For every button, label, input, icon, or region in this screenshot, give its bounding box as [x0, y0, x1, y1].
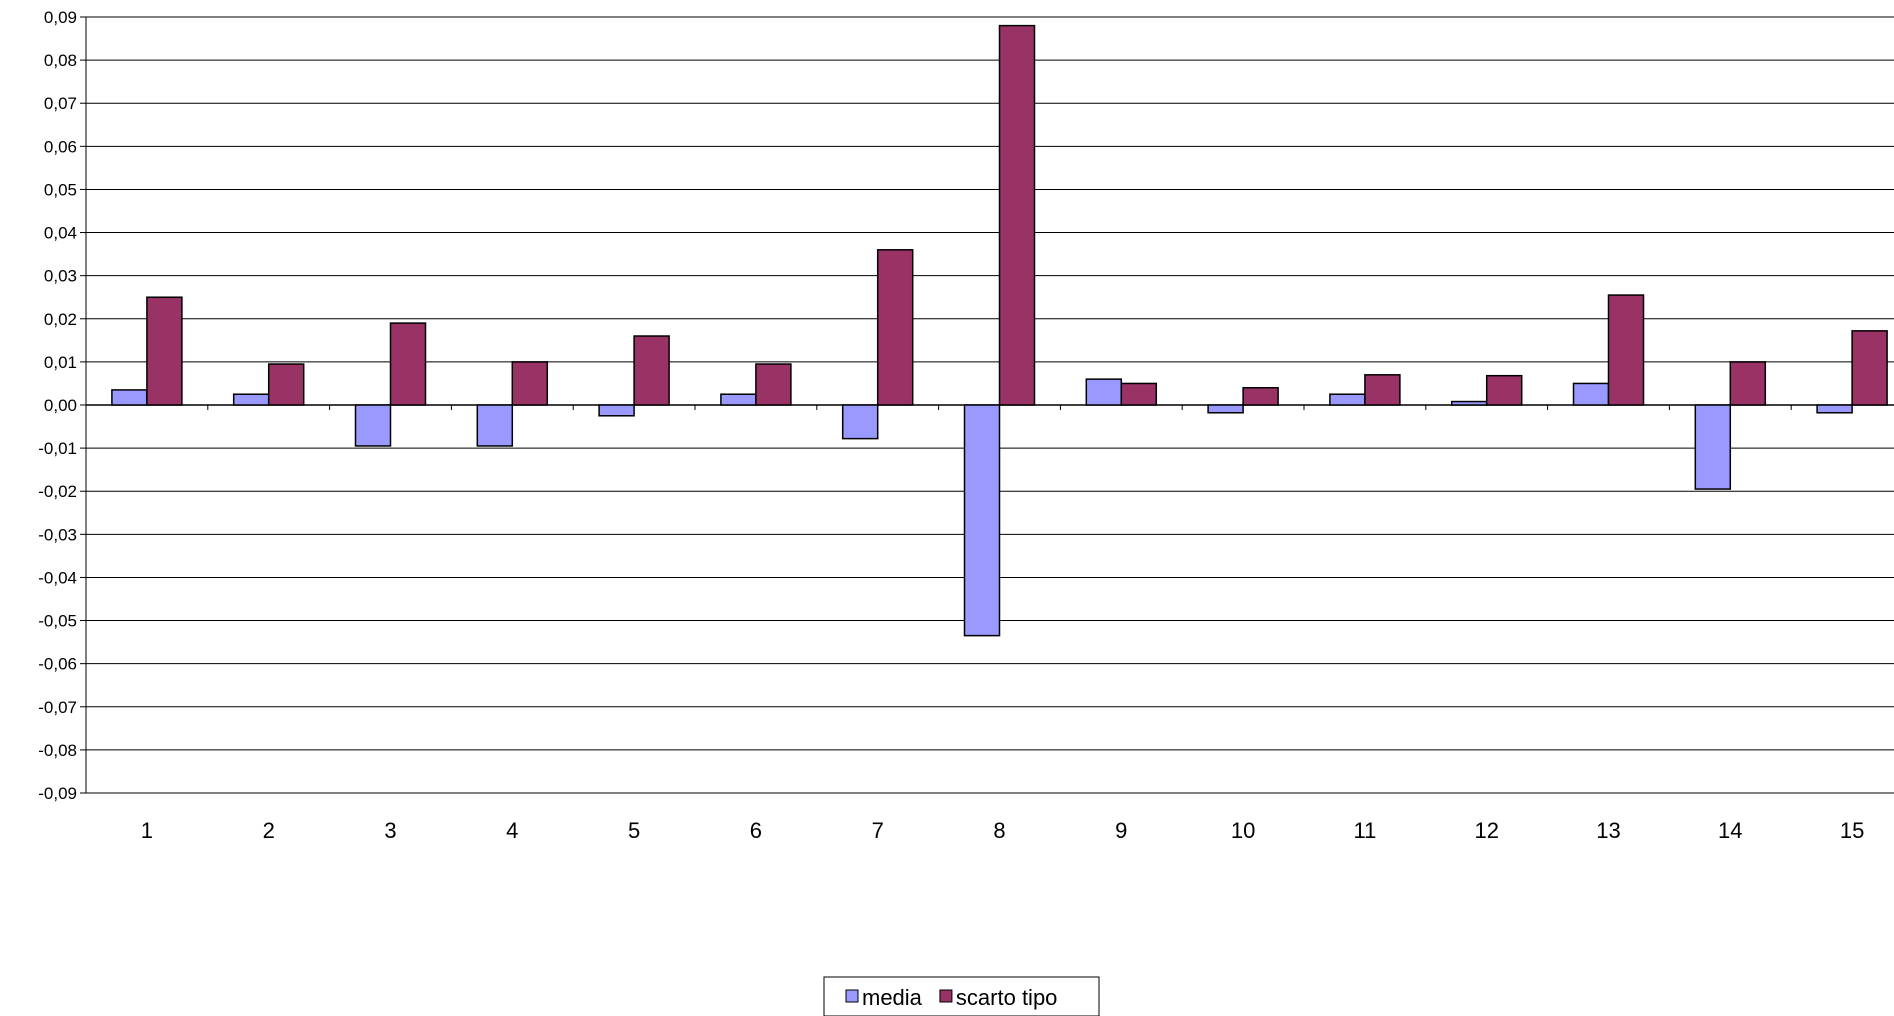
y-tick-label: -0,03	[38, 525, 77, 544]
x-tick-label: 9	[1115, 818, 1127, 843]
bar-media-12	[1450, 400, 1488, 406]
bar-media-7	[841, 404, 879, 440]
y-tick-label: 0,05	[44, 180, 77, 199]
bar-media-14	[1694, 404, 1732, 490]
bar-scarto-tipo-8	[998, 24, 1036, 406]
y-tick-label: -0,08	[38, 741, 77, 760]
y-tick-label: 0,01	[44, 353, 77, 372]
bar-media-9	[1085, 378, 1123, 406]
bar-scarto-tipo-1	[146, 296, 183, 406]
x-tick-label: 13	[1596, 818, 1620, 843]
legend-swatch-scarto-tipo	[939, 989, 953, 1003]
x-tick-labels: 1 2 3 4 5 6 7 8 9 10 11 12 13 14 15	[141, 818, 1865, 843]
x-tick-label: 4	[506, 818, 518, 843]
bar-media-4	[476, 404, 514, 447]
y-tick-label: 0,06	[44, 137, 77, 156]
x-tick-label: 11	[1353, 818, 1376, 843]
y-tick-label: 0,02	[44, 310, 77, 329]
x-tick-label: 5	[628, 818, 640, 843]
y-tick-label: 0,09	[44, 8, 77, 27]
y-tick-label: 0,07	[44, 94, 77, 113]
x-tick-label: 3	[384, 818, 396, 843]
x-tick-label: 2	[263, 818, 275, 843]
bar-media-3	[354, 404, 392, 447]
x-tick-label: 8	[993, 818, 1005, 843]
bar-media-1	[111, 389, 148, 406]
bar-media-5	[598, 404, 635, 417]
x-tick-label: 15	[1840, 818, 1864, 843]
bar-media-10	[1207, 404, 1244, 414]
y-tick-labels: 0,09 0,08 0,07 0,06 0,05 0,04 0,03 0,02 0,01 0,00…	[38, 8, 77, 803]
bar-scarto-tipo-14	[1729, 361, 1767, 406]
bar-scarto-tipo-13	[1607, 294, 1645, 406]
legend-label-scarto-tipo: scarto tipo	[956, 985, 1058, 1010]
y-tick-label: -0,06	[38, 655, 77, 674]
bar-scarto-tipo-3	[389, 322, 427, 406]
y-tick-label: 0,00	[44, 396, 77, 415]
x-tick-label: 10	[1231, 818, 1255, 843]
bars	[111, 24, 1888, 637]
bar-media-13	[1572, 382, 1610, 406]
bar-media-6	[720, 393, 757, 406]
bar-media-15	[1816, 404, 1853, 414]
bar-scarto-tipo-4	[511, 361, 549, 406]
legend-label-media: media	[862, 985, 923, 1010]
y-tick-label: -0,07	[38, 698, 77, 717]
bar-scarto-tipo-5	[633, 335, 670, 406]
y-tick-label: -0,05	[38, 612, 77, 631]
x-tick-label: 6	[750, 818, 762, 843]
bar-scarto-tipo-15	[1851, 330, 1888, 406]
x-tick-label: 12	[1474, 818, 1498, 843]
bar-media-2	[232, 393, 270, 406]
bar-scarto-tipo-2	[267, 363, 305, 406]
bar-scarto-tipo-7	[876, 249, 914, 406]
bar-scarto-tipo-12	[1485, 374, 1523, 406]
bar-scarto-tipo-9	[1120, 382, 1158, 406]
bar-media-8	[963, 404, 1001, 637]
bar-media-11	[1329, 393, 1366, 406]
bar-scarto-tipo-6	[755, 363, 792, 406]
legend-box	[823, 976, 1100, 1016]
bar-scarto-tipo-10	[1242, 387, 1279, 406]
y-tick-label: -0,04	[38, 568, 77, 587]
y-tick-label: 0,08	[44, 51, 77, 70]
bar-scarto-tipo-11	[1364, 374, 1401, 406]
y-tick-label: -0,09	[38, 784, 77, 803]
legend: media scarto tipo	[823, 976, 1100, 1016]
y-tick-label: 0,04	[44, 224, 77, 243]
y-tick-label: -0,02	[38, 482, 77, 501]
y-tick-label: 0,03	[44, 267, 77, 286]
x-tick-label: 1	[141, 818, 153, 843]
x-tick-label: 7	[872, 818, 884, 843]
x-tick-label: 14	[1718, 818, 1742, 843]
legend-swatch-media	[845, 989, 859, 1003]
y-tick-label: -0,01	[38, 439, 77, 458]
